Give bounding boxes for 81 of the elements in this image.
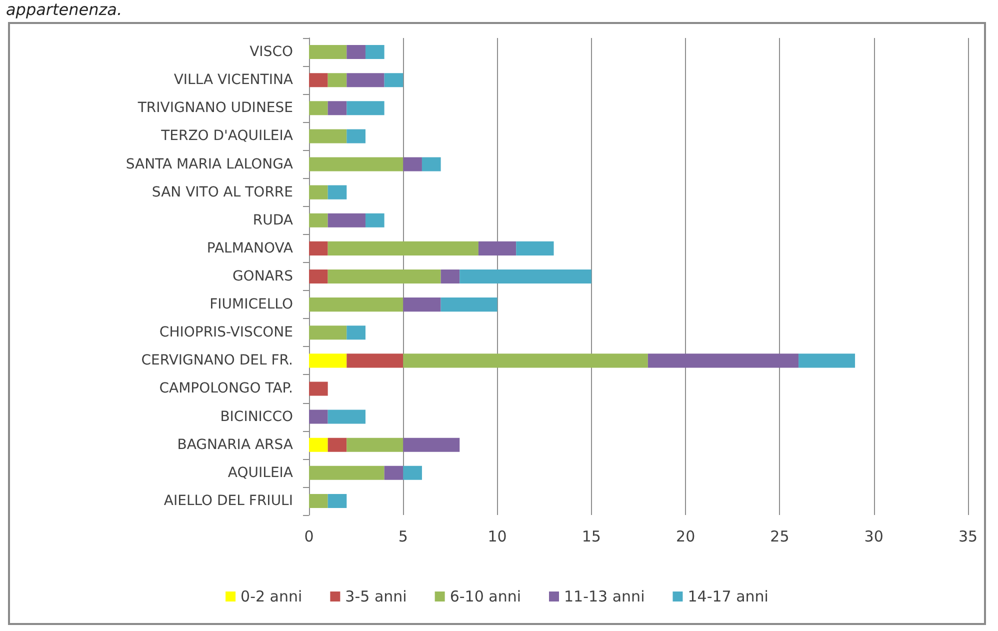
y-tick-label: CAMPOLONGO TAP.	[159, 380, 293, 397]
bar	[346, 438, 404, 452]
x-tick-label: 35	[958, 528, 978, 546]
bar	[328, 494, 347, 508]
bar	[403, 157, 422, 172]
y-tick-label: FIUMICELLO	[210, 296, 293, 313]
bar	[422, 157, 441, 172]
legend-label: 14-17 anni	[688, 588, 768, 606]
x-tick-label: 25	[770, 528, 790, 546]
bar	[384, 73, 404, 88]
x-tick-label: 0	[304, 528, 314, 546]
y-tick-label: AQUILEIA	[228, 464, 294, 481]
bar	[346, 73, 384, 88]
bar	[309, 466, 384, 480]
bar	[328, 241, 478, 256]
bar	[403, 298, 441, 312]
bar	[403, 354, 648, 368]
bar	[328, 185, 347, 200]
bar	[346, 45, 366, 60]
bar	[516, 241, 554, 256]
bar	[309, 410, 328, 424]
bar	[309, 354, 347, 368]
bar	[346, 101, 384, 116]
bar	[328, 101, 347, 116]
bar	[478, 241, 516, 256]
bar	[798, 354, 856, 368]
bar	[365, 213, 384, 228]
bar	[440, 269, 460, 284]
legend-label: 6-10 anni	[450, 588, 522, 606]
bar	[403, 466, 422, 480]
bar	[346, 326, 366, 340]
bar	[309, 101, 328, 116]
y-tick-label: SANTA MARIA LALONGA	[126, 156, 294, 172]
x-tick-label: 30	[864, 528, 884, 546]
bar	[309, 269, 328, 284]
y-tick-label: CERVIGNANO DEL FR.	[141, 352, 293, 369]
text: appartenenza.	[6, 0, 122, 20]
bar	[440, 298, 498, 312]
y-tick-label: AIELLO DEL FRIULI	[164, 492, 293, 509]
legend-label: 3-5 anni	[345, 588, 407, 606]
bar	[309, 73, 328, 88]
y-tick-label: RUDA	[252, 212, 294, 228]
bar	[309, 157, 404, 172]
bar	[403, 438, 460, 452]
y-tick-label: GONARS	[232, 268, 294, 284]
bar	[328, 438, 347, 452]
bar	[346, 354, 404, 368]
y-tick-label: TRIVIGNANO UDINESE	[136, 100, 293, 116]
x-tick-label: 5	[398, 528, 408, 546]
y-tick-label: VISCO	[250, 44, 293, 60]
y-tick-label: SAN VITO AL TORRE	[152, 184, 293, 200]
bar	[648, 354, 799, 368]
y-tick-label: BAGNARIA ARSA	[177, 436, 294, 453]
bar	[328, 269, 441, 284]
bar	[309, 382, 328, 396]
bar	[384, 466, 404, 480]
bar	[309, 45, 347, 60]
bar	[309, 438, 328, 452]
bar	[309, 298, 404, 312]
bar	[309, 241, 328, 256]
x-tick-label: 10	[488, 528, 507, 546]
bar	[346, 129, 366, 144]
y-tick-label: PALMANOVA	[206, 240, 294, 256]
y-tick-label: CHIOPRIS-VISCONE	[159, 324, 293, 341]
y-tick-label: BICINICCO	[220, 408, 293, 425]
bar	[328, 73, 347, 88]
bar	[328, 410, 366, 424]
bar	[309, 185, 328, 200]
legend-label: 11-13 anni	[564, 588, 645, 606]
bar	[309, 494, 328, 508]
bar	[365, 45, 384, 60]
x-tick-label: 20	[676, 528, 696, 546]
legend-label: 0-2 anni	[240, 588, 302, 606]
bar	[309, 129, 347, 144]
bar	[460, 269, 592, 284]
y-tick-label: TERZO D'AQUILEIA	[160, 128, 294, 144]
y-tick-label: VILLA VICENTINA	[174, 72, 294, 88]
x-tick-label: 15	[582, 528, 601, 546]
bar	[328, 213, 366, 228]
bar	[309, 326, 347, 340]
bar	[309, 213, 328, 228]
